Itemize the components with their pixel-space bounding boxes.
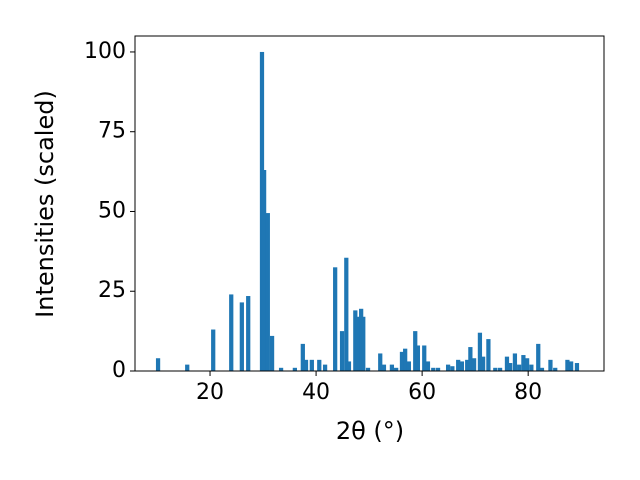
bar (468, 347, 473, 371)
bar (381, 364, 387, 371)
bar (394, 367, 399, 371)
bar (536, 343, 541, 371)
bar (403, 348, 408, 371)
bar (477, 332, 483, 371)
bar (524, 358, 530, 371)
bar (278, 367, 284, 371)
bar (317, 359, 322, 371)
bar (333, 267, 338, 371)
x-axis-label: 2θ (°) (336, 417, 404, 445)
y-tick-label: 100 (84, 39, 126, 64)
y-axis-label: Intensities (scaled) (31, 90, 59, 318)
bar (508, 363, 513, 371)
bar (344, 257, 349, 371)
bar (493, 367, 498, 371)
axes-frame (134, 35, 605, 372)
bar (406, 361, 411, 371)
bar (211, 329, 216, 371)
bar (539, 367, 545, 371)
bar (261, 170, 267, 371)
bar (553, 367, 558, 371)
bar (574, 363, 580, 371)
bar (229, 294, 234, 371)
bar (456, 359, 461, 371)
bar (361, 316, 366, 371)
bar (548, 359, 553, 371)
x-tick-label: 60 (408, 380, 436, 405)
x-tick-label: 20 (196, 380, 224, 405)
bar (521, 355, 526, 371)
bar (565, 359, 570, 371)
y-tick-label: 0 (112, 358, 126, 383)
bar (512, 353, 518, 371)
x-tick-label: 40 (302, 380, 330, 405)
bar (529, 364, 534, 371)
bar (346, 361, 352, 371)
plot-area (155, 51, 580, 371)
bar (497, 367, 503, 371)
bar (504, 356, 510, 371)
bar (239, 302, 244, 371)
bar (450, 366, 455, 371)
bar (465, 359, 470, 371)
bar (425, 361, 431, 371)
bar (480, 356, 486, 371)
bar (422, 345, 427, 371)
x-tick-label: 80 (514, 380, 542, 405)
bar (339, 331, 345, 371)
y-tick-label: 25 (98, 278, 126, 303)
bar (517, 364, 522, 371)
bar (185, 364, 190, 371)
bar (445, 364, 451, 371)
bar (389, 364, 395, 371)
bar (486, 339, 491, 371)
bar (355, 316, 361, 371)
bar (292, 367, 297, 371)
bar (309, 359, 314, 371)
bar (415, 345, 421, 371)
bar (399, 351, 405, 371)
bar (459, 361, 465, 371)
bar (435, 367, 441, 371)
bar (365, 367, 371, 371)
bar (246, 296, 251, 371)
bar (431, 367, 436, 371)
bar (300, 343, 305, 371)
y-tick-label: 75 (98, 119, 126, 144)
bar (265, 213, 270, 371)
bar (413, 331, 418, 371)
bar (353, 310, 358, 371)
bar (378, 353, 383, 371)
bar (322, 364, 328, 371)
bar (155, 358, 161, 371)
bar (471, 358, 477, 371)
bar (303, 359, 309, 371)
bar (269, 335, 275, 371)
y-tick-label: 50 (98, 198, 126, 223)
bar (569, 361, 574, 371)
